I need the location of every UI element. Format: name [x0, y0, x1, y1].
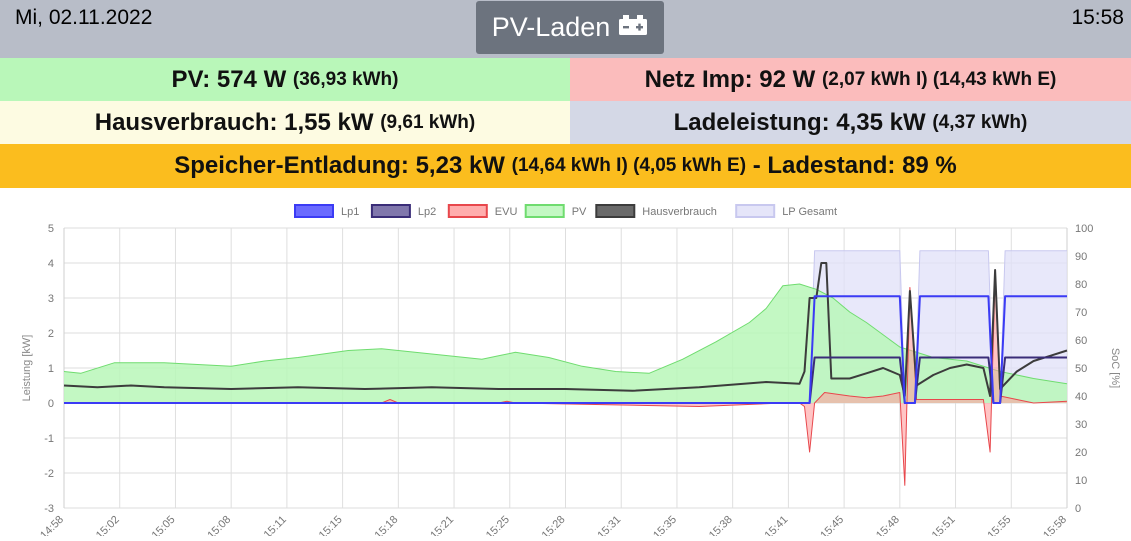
- charge-power: Ladeleistung: 4,35 kW: [673, 108, 926, 136]
- x-tick-label: 15:38: [707, 514, 735, 536]
- x-tick-label: 15:48: [874, 514, 902, 536]
- house-tile: Hausverbrauch: 1,55 kW (9,61 kWh): [0, 101, 570, 144]
- legend-label-lp1: Lp1: [341, 206, 359, 218]
- y2-tick-label: 70: [1075, 307, 1087, 319]
- pv-tile: PV: 574 W (36,93 kWh): [0, 58, 570, 101]
- legend-swatch-pv: [524, 204, 565, 218]
- x-tick-label: 15:41: [763, 514, 791, 536]
- y2-tick-label: 20: [1075, 447, 1087, 459]
- y2-tick-label: 50: [1075, 363, 1087, 375]
- storage-tile: Speicher-Entladung: 5,23 kW (14,64 kWh I…: [0, 144, 1131, 188]
- x-tick-label: 15:58: [1041, 514, 1069, 536]
- time-display: 15:58: [1071, 6, 1124, 29]
- y2-tick-label: 90: [1075, 251, 1087, 263]
- series-line-evu: [64, 276, 1068, 486]
- legend-label-evu: EVU: [495, 206, 518, 218]
- series-area-pv: [64, 284, 1067, 403]
- house-energy: (9,61 kWh): [380, 111, 476, 133]
- y2-tick-label: 60: [1075, 335, 1087, 347]
- grid-power: Netz Imp: 92 W: [644, 65, 816, 93]
- x-tick-label: 15:18: [373, 514, 401, 536]
- legend-swatch-lp-gesamt: [735, 204, 776, 218]
- x-tick-label: 15:35: [651, 514, 679, 536]
- charge-tile: Ladeleistung: 4,35 kW (4,37 kWh): [570, 101, 1131, 144]
- x-tick-label: 15:05: [150, 514, 178, 536]
- grid-tile: Netz Imp: 92 W (2,07 kWh I) (14,43 kWh E…: [570, 58, 1131, 101]
- x-tick-label: 15:55: [985, 514, 1013, 536]
- y2-tick-label: 10: [1075, 475, 1087, 487]
- charge-mode-button[interactable]: PV-Laden: [476, 1, 664, 54]
- y2-tick-label: 0: [1075, 503, 1081, 515]
- y-axis-label: Leistung [kW]: [21, 335, 33, 402]
- storage-power: Speicher-Entladung: 5,23 kW: [174, 152, 505, 179]
- y2-tick-label: 100: [1075, 223, 1093, 235]
- x-tick-label: 15:51: [930, 514, 958, 536]
- storage-energy: (14,64 kWh I) (4,05 kWh E): [511, 155, 747, 176]
- legend-label-hausverbrauch: Hausverbrauch: [642, 206, 717, 218]
- x-tick-label: 14:58: [38, 514, 66, 536]
- x-tick-label: 15:11: [262, 514, 289, 536]
- storage-soc: - Ladestand: 89 %: [752, 152, 957, 179]
- legend-label-lp2: Lp2: [418, 206, 436, 218]
- y-tick-label: 4: [48, 258, 54, 270]
- series-line-pv: [63, 283, 1068, 385]
- series-line-lp1: [64, 295, 1067, 404]
- legend-swatch-lp1: [294, 204, 334, 218]
- x-tick-label: 15:31: [595, 514, 623, 536]
- y-tick-label: 1: [48, 363, 54, 375]
- x-tick-label: 15:15: [317, 514, 345, 536]
- y-tick-label: 3: [48, 293, 54, 305]
- y-tick-label: 2: [48, 328, 54, 340]
- date-display: Mi, 02.11.2022: [15, 6, 153, 29]
- x-tick-label: 15:25: [484, 514, 512, 536]
- y2-tick-label: 40: [1075, 391, 1087, 403]
- y-tick-label: 0: [48, 398, 54, 410]
- y2-tick-label: 30: [1075, 419, 1087, 431]
- y2-tick-label: 80: [1075, 279, 1087, 291]
- x-tick-label: 15:45: [818, 514, 846, 536]
- legend-swatch-lp2: [370, 204, 411, 218]
- y-tick-label: 5: [48, 223, 54, 235]
- x-tick-label: 15:08: [205, 514, 233, 536]
- series-line-hausverbrauch: [63, 262, 1068, 397]
- charge-mode-label: PV-Laden: [491, 12, 611, 42]
- legend-label-pv: PV: [572, 206, 587, 218]
- power-chart: 5 4 3 2 1 0 -1 -2 -3 100 90 80 70 60 50 40 30 20 10 0 14:58 1…: [0, 188, 1131, 541]
- battery-icon: [618, 12, 648, 43]
- charge-energy: (4,37 kWh): [932, 111, 1028, 133]
- top-bar: Mi, 02.11.2022 PV-Laden 15:58: [0, 0, 1131, 58]
- y-tick-label: -2: [44, 468, 54, 480]
- pv-energy: (36,93 kWh): [292, 68, 399, 90]
- y-tick-label: -3: [44, 503, 54, 515]
- x-tick-label: 15:02: [94, 514, 122, 536]
- legend-label-lp-gesamt: LP Gesamt: [782, 206, 837, 218]
- pv-power: PV: 574 W: [171, 65, 287, 93]
- y-tick-label: -1: [44, 433, 54, 445]
- grid-energy: (2,07 kWh I) (14,43 kWh E): [821, 68, 1057, 90]
- house-power: Hausverbrauch: 1,55 kW: [94, 108, 374, 136]
- y2-axis-label: SoC [%]: [1109, 348, 1121, 388]
- x-tick-label: 15:21: [428, 514, 456, 536]
- x-tick-label: 15:28: [540, 514, 568, 536]
- legend-swatch-hausverbrauch: [595, 204, 636, 218]
- legend-swatch-evu: [447, 204, 488, 218]
